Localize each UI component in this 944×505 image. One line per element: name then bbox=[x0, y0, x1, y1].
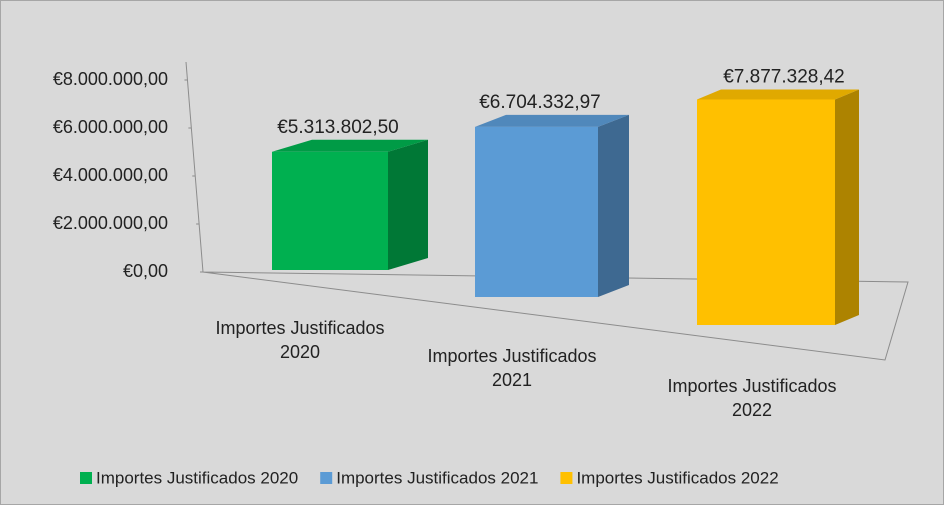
legend-label: Importes Justificados 2021 bbox=[336, 468, 538, 487]
bar-top bbox=[272, 139, 428, 152]
bar bbox=[697, 99, 835, 325]
y-tick-label: €4.000.000,00 bbox=[53, 165, 168, 185]
y-tick-label: €2.000.000,00 bbox=[53, 213, 168, 233]
y-tick-label: €0,00 bbox=[123, 261, 168, 281]
x-tick-label: Importes Justificados 2021 bbox=[427, 346, 597, 390]
bar-side bbox=[598, 114, 629, 297]
bar-top bbox=[697, 89, 859, 100]
legend-label: Importes Justificados 2020 bbox=[96, 468, 298, 487]
x-tick-label: Importes Justificados 2020 bbox=[215, 318, 385, 362]
value-label: €6.704.332,97 bbox=[479, 92, 601, 113]
y-tick-label: €8.000.000,00 bbox=[53, 69, 168, 89]
bar bbox=[272, 151, 388, 270]
legend-swatch bbox=[320, 472, 333, 484]
bar-side bbox=[388, 139, 428, 270]
x-tick-label: Importes Justificados 2022 bbox=[667, 376, 837, 420]
bar bbox=[475, 126, 598, 297]
value-label: €5.313.802,50 bbox=[277, 117, 399, 138]
bar-side bbox=[835, 89, 859, 325]
y-tick-label: €6.000.000,00 bbox=[53, 117, 168, 137]
axis-walls bbox=[185, 61, 909, 361]
legend-swatch bbox=[560, 472, 573, 484]
value-label: €7.877.328,42 bbox=[723, 67, 845, 88]
bar-top bbox=[475, 114, 629, 127]
legend-label: Importes Justificados 2022 bbox=[576, 468, 778, 487]
legend-swatch bbox=[80, 472, 92, 484]
